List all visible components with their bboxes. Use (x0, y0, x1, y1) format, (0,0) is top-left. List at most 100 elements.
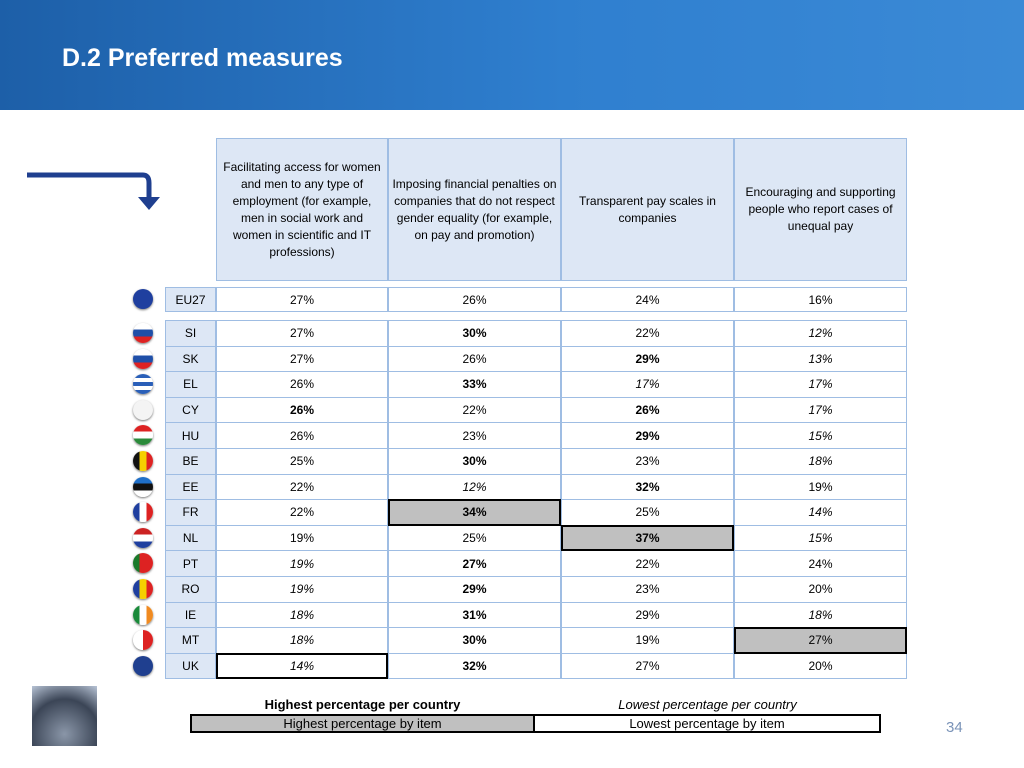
data-cell: 22% (216, 499, 388, 526)
data-cell: 18% (216, 601, 388, 629)
cell-text: 29% (635, 428, 660, 443)
row-code: CY (165, 396, 216, 424)
row-code: HU (165, 422, 216, 449)
flag (133, 451, 153, 471)
data-cell: 20% (734, 576, 907, 603)
data-cell: 31% (388, 601, 561, 629)
cell-text: PT (182, 556, 199, 571)
data-cell: 19% (561, 627, 734, 654)
cell-text: 30% (462, 454, 487, 469)
header-band (0, 0, 1024, 110)
cell-text: 16% (808, 292, 833, 307)
cell-text: 20% (808, 582, 833, 597)
cell-text: UK (182, 659, 199, 674)
legend-lowest-country: Lowest percentage per country (618, 697, 797, 712)
cell-text: Imposing financial penalties on companie… (392, 176, 557, 242)
data-cell: 12% (734, 320, 907, 347)
row-code: UK (165, 652, 216, 680)
data-cell: 37% (561, 524, 734, 552)
cell-text: 20% (808, 659, 833, 674)
cell-text: 18% (808, 454, 833, 469)
cell-text: 19% (808, 479, 833, 494)
cell-text: 25% (635, 505, 660, 520)
data-cell: 30% (388, 320, 561, 347)
cell-text: 24% (808, 556, 833, 571)
cell-text: CY (182, 403, 199, 418)
cell-text: 30% (462, 326, 487, 341)
cell-text: EL (183, 377, 198, 392)
cell-text: 25% (462, 531, 487, 546)
data-cell: 22% (561, 550, 734, 577)
cell-text: 19% (635, 633, 660, 648)
row-code: SK (165, 345, 216, 373)
cell-text: EE (182, 479, 199, 494)
cell-text: 18% (808, 607, 833, 622)
flag (133, 323, 153, 343)
data-cell: 22% (388, 396, 561, 424)
data-cell: 14% (216, 652, 388, 680)
data-cell: 16% (734, 287, 907, 312)
data-cell: 19% (216, 524, 388, 552)
data-cell: 25% (216, 448, 388, 475)
parliament-image (32, 686, 97, 746)
cell-text: 27% (289, 351, 315, 366)
data-cell: 22% (561, 320, 734, 347)
data-cell: 19% (734, 473, 907, 501)
data-cell: 15% (734, 422, 907, 449)
cell-text: 27% (289, 326, 315, 341)
flag (133, 502, 153, 523)
cell-text: 34% (462, 505, 487, 520)
data-cell: 29% (561, 345, 734, 373)
data-cell: 33% (388, 371, 561, 398)
cell-text: 12% (462, 479, 487, 494)
legend-highest-country: Highest percentage per country (264, 697, 461, 712)
cell-text: NL (182, 531, 199, 546)
cell-text: 27% (462, 556, 487, 571)
data-cell: 30% (388, 627, 561, 654)
data-cell: 27% (388, 550, 561, 577)
row-code: FR (165, 499, 216, 526)
cell-text: 26% (462, 351, 487, 366)
data-cell: 26% (388, 345, 561, 373)
cell-text: 13% (808, 351, 833, 366)
cell-text: SI (184, 326, 197, 341)
data-cell: 26% (216, 371, 388, 398)
flag (133, 425, 153, 446)
data-cell: 19% (216, 550, 388, 577)
data-cell: 34% (388, 499, 561, 526)
cell-text: 22% (635, 326, 660, 341)
data-cell: 22% (216, 473, 388, 501)
flag (133, 476, 153, 497)
column-header: Imposing financial penalties on companie… (388, 138, 561, 281)
cell-text: Encouraging and supporting people who re… (745, 185, 896, 233)
flag (133, 655, 153, 676)
data-cell: 27% (561, 652, 734, 680)
data-cell: 25% (388, 524, 561, 552)
data-cell: 32% (388, 652, 561, 680)
data-cell: 15% (734, 524, 907, 552)
data-cell: 17% (561, 371, 734, 398)
flag (133, 579, 153, 599)
cell-text: BE (182, 454, 199, 469)
column-header: Transparent pay scales in companies (561, 138, 734, 281)
cell-text: 18% (289, 607, 315, 622)
cell-text: 15% (808, 428, 833, 443)
data-cell: 24% (561, 287, 734, 312)
data-cell: 25% (561, 499, 734, 526)
data-cell: 30% (388, 448, 561, 475)
cell-text: IE (184, 607, 197, 622)
cell-text: 27% (289, 292, 315, 307)
legend-lowest-item: Lowest percentage by item (535, 714, 881, 733)
cell-text: 22% (462, 403, 487, 418)
data-cell: 32% (561, 473, 734, 501)
flag (133, 630, 153, 651)
cell-text: 37% (635, 531, 660, 546)
cell-text: Transparent pay scales in companies (579, 193, 716, 225)
arrow (27, 172, 160, 210)
cell-text: 26% (462, 292, 487, 307)
flag (133, 553, 153, 574)
data-cell: 26% (216, 396, 388, 424)
data-cell: 26% (216, 422, 388, 449)
cell-text: FR (182, 505, 199, 520)
